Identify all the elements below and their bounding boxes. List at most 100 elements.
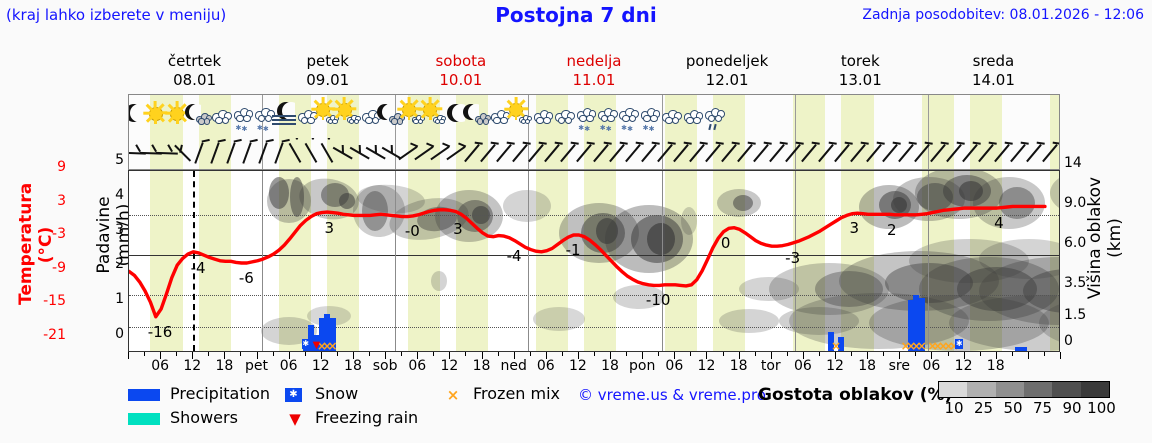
x-tick bbox=[513, 352, 515, 359]
forecast-icon-cloud-snow: ✱ ✱ bbox=[591, 97, 621, 135]
temperature-point-label: -1 bbox=[565, 241, 581, 259]
temperature-point-label: 3 bbox=[849, 219, 859, 238]
temperature-point-label: -3 bbox=[785, 248, 801, 267]
x-tick bbox=[899, 352, 901, 359]
legend-frozen-mix-label: Frozen mix bbox=[473, 384, 561, 403]
daylight-shade bbox=[1050, 171, 1059, 351]
x-axis-label: 18 bbox=[858, 358, 877, 374]
x-tick bbox=[1043, 352, 1045, 356]
temperature-point-label: -4 bbox=[506, 246, 522, 265]
temperature-point-label: 2 bbox=[886, 220, 897, 239]
day-name: ponedeljek bbox=[685, 52, 769, 70]
day-gridline bbox=[927, 171, 929, 351]
x-axis-label: 06 bbox=[793, 358, 812, 374]
day-name: nedelja bbox=[566, 52, 622, 70]
daylight-shade bbox=[921, 95, 954, 138]
day-gridline bbox=[794, 171, 796, 351]
day-date: 08.01 bbox=[173, 71, 217, 89]
x-tick bbox=[449, 352, 451, 359]
x-axis-label: 12 bbox=[440, 358, 459, 374]
forecast-icon-sun bbox=[141, 97, 171, 135]
density-scale-number: 90 bbox=[1062, 399, 1082, 417]
legend-row-1: Precipitation ✱ Snow × Frozen mix © vrem… bbox=[128, 381, 1148, 417]
freezing-rain-icon: ▼ bbox=[289, 410, 301, 428]
frozen-mix-marker: × bbox=[327, 339, 338, 352]
temperature-tick: -15 bbox=[43, 293, 66, 310]
day-separator bbox=[794, 138, 796, 169]
legend-precipitation-label: Precipitation bbox=[170, 384, 271, 403]
cloud-height-tick: 1.5 bbox=[1064, 307, 1087, 323]
cloud-height-axis-ticks: 14 9.0 6.0 3.5 1.5 0 bbox=[1064, 155, 1104, 375]
x-axis-label: 06 bbox=[408, 358, 427, 374]
precipitation-axis-ticks: 5 4 3 2 1 0 bbox=[100, 152, 124, 375]
forecast-icon-cloud bbox=[291, 97, 321, 135]
daylight-shade bbox=[921, 171, 954, 351]
x-axis-label: 12 bbox=[311, 358, 330, 374]
frozen-mix-marker: × bbox=[322, 339, 333, 352]
temperature-tick: -21 bbox=[43, 327, 66, 343]
x-tick bbox=[208, 352, 210, 356]
x-axis-label: 12 bbox=[954, 358, 973, 374]
x-axis-label: 18 bbox=[729, 358, 748, 374]
precipitation-bar bbox=[318, 317, 325, 351]
forecast-icon-cloud-snow: ✱ ✱ bbox=[612, 97, 642, 135]
cloud-height-tick: 3.5 bbox=[1064, 275, 1087, 291]
forecast-icon-cloud bbox=[205, 97, 235, 135]
temperature-axis-ticks: 9 3 -3 -9 -15 -21 bbox=[24, 159, 66, 375]
x-tick bbox=[722, 352, 724, 356]
cloud-height-tick: 14 bbox=[1064, 155, 1082, 171]
x-tick bbox=[320, 352, 322, 359]
x-axis-label: 18 bbox=[601, 358, 619, 374]
x-tick bbox=[626, 352, 628, 356]
daylight-shade bbox=[841, 171, 874, 351]
daylight-shade bbox=[841, 95, 874, 138]
temperature-point-label: 3 bbox=[453, 220, 463, 239]
x-tick bbox=[883, 352, 885, 356]
x-tick bbox=[867, 352, 869, 359]
precipitation-tick: 0 bbox=[115, 326, 124, 342]
snow-marker: ✱ bbox=[301, 339, 310, 349]
precipitation-bar bbox=[908, 299, 915, 351]
forecast-icon-cloud bbox=[655, 97, 685, 135]
forecast-icon-cloud-snow: ✱ ✱ bbox=[634, 97, 664, 135]
density-swatch bbox=[939, 382, 968, 397]
x-tick bbox=[433, 352, 435, 356]
temperature-point-label: -16 bbox=[147, 322, 173, 341]
precipitation-bar bbox=[329, 317, 336, 351]
temperature-tick: -3 bbox=[52, 226, 66, 243]
precipitation-bar bbox=[913, 294, 920, 351]
x-tick bbox=[754, 352, 756, 356]
frozen-mix-marker: × bbox=[831, 339, 842, 352]
copyright-link[interactable]: © vreme.us & vreme.pro bbox=[578, 386, 766, 404]
x-tick bbox=[674, 352, 676, 359]
day-gridline bbox=[262, 171, 264, 351]
temperature-tick: 9 bbox=[57, 159, 66, 175]
moon-icon bbox=[446, 104, 465, 122]
x-axis-label: 12 bbox=[697, 358, 716, 374]
horizontal-gridline bbox=[129, 327, 1059, 328]
frozen-mix-marker: × bbox=[316, 339, 327, 352]
last-update-label: Zadnja posodobitev: 08.01.2026 - 12:06 bbox=[862, 7, 1144, 23]
precipitation-bar bbox=[1015, 346, 1022, 351]
x-tick bbox=[144, 352, 146, 356]
day-separator bbox=[661, 95, 663, 138]
x-tick bbox=[465, 352, 467, 356]
daylight-shade bbox=[407, 171, 440, 351]
x-axis-label: 06 bbox=[279, 358, 298, 374]
location-menu-hint[interactable]: (kraj lahko izberete v meniju) bbox=[6, 6, 227, 24]
x-tick bbox=[160, 352, 162, 359]
daylight-shade bbox=[793, 95, 826, 138]
precipitation-bar bbox=[313, 335, 320, 351]
header-bar: (kraj lahko izberete v meniju) Postojna … bbox=[0, 0, 1152, 34]
precipitation-bar bbox=[308, 324, 315, 351]
x-tick bbox=[963, 352, 965, 359]
x-tick bbox=[497, 352, 499, 356]
precipitation-bar bbox=[838, 336, 845, 351]
density-scale-number: 50 bbox=[1003, 399, 1023, 417]
daylight-shade bbox=[793, 171, 826, 351]
day-name: petek bbox=[306, 52, 349, 70]
frozen-mix-marker: × bbox=[900, 339, 911, 352]
x-tick bbox=[851, 352, 853, 356]
forecast-icon-moon-cloud bbox=[184, 97, 214, 135]
x-axis-label: 18 bbox=[215, 358, 234, 374]
